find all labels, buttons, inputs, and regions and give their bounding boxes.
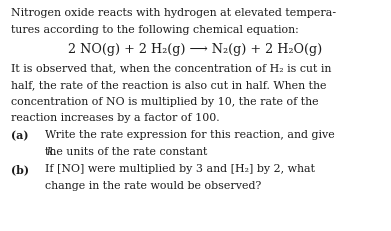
Text: Write the rate expression for this reaction, and give: Write the rate expression for this react…: [45, 130, 335, 140]
Text: k.: k.: [46, 147, 56, 157]
Text: tures according to the following chemical equation:: tures according to the following chemica…: [11, 25, 299, 35]
Text: 2 NO(g) + 2 H₂(g) ⟶ N₂(g) + 2 H₂O(g): 2 NO(g) + 2 H₂(g) ⟶ N₂(g) + 2 H₂O(g): [68, 43, 323, 57]
Text: change in the rate would be observed?: change in the rate would be observed?: [45, 181, 261, 191]
Text: reaction increases by a factor of 100.: reaction increases by a factor of 100.: [11, 113, 220, 124]
Text: Nitrogen oxide reacts with hydrogen at elevated tempera-: Nitrogen oxide reacts with hydrogen at e…: [11, 8, 336, 18]
Text: It is observed that, when the concentration of H₂ is cut in: It is observed that, when the concentrat…: [11, 63, 331, 73]
Text: If [NO] were multiplied by 3 and [H₂] by 2, what: If [NO] were multiplied by 3 and [H₂] by…: [45, 164, 315, 174]
Text: (a): (a): [11, 130, 29, 141]
Text: the units of the rate constant: the units of the rate constant: [45, 147, 211, 157]
Text: concentration of NO is multiplied by 10, the rate of the: concentration of NO is multiplied by 10,…: [11, 97, 319, 107]
Text: half, the rate of the reaction is also cut in half. When the: half, the rate of the reaction is also c…: [11, 80, 326, 90]
Text: (b): (b): [11, 164, 29, 175]
